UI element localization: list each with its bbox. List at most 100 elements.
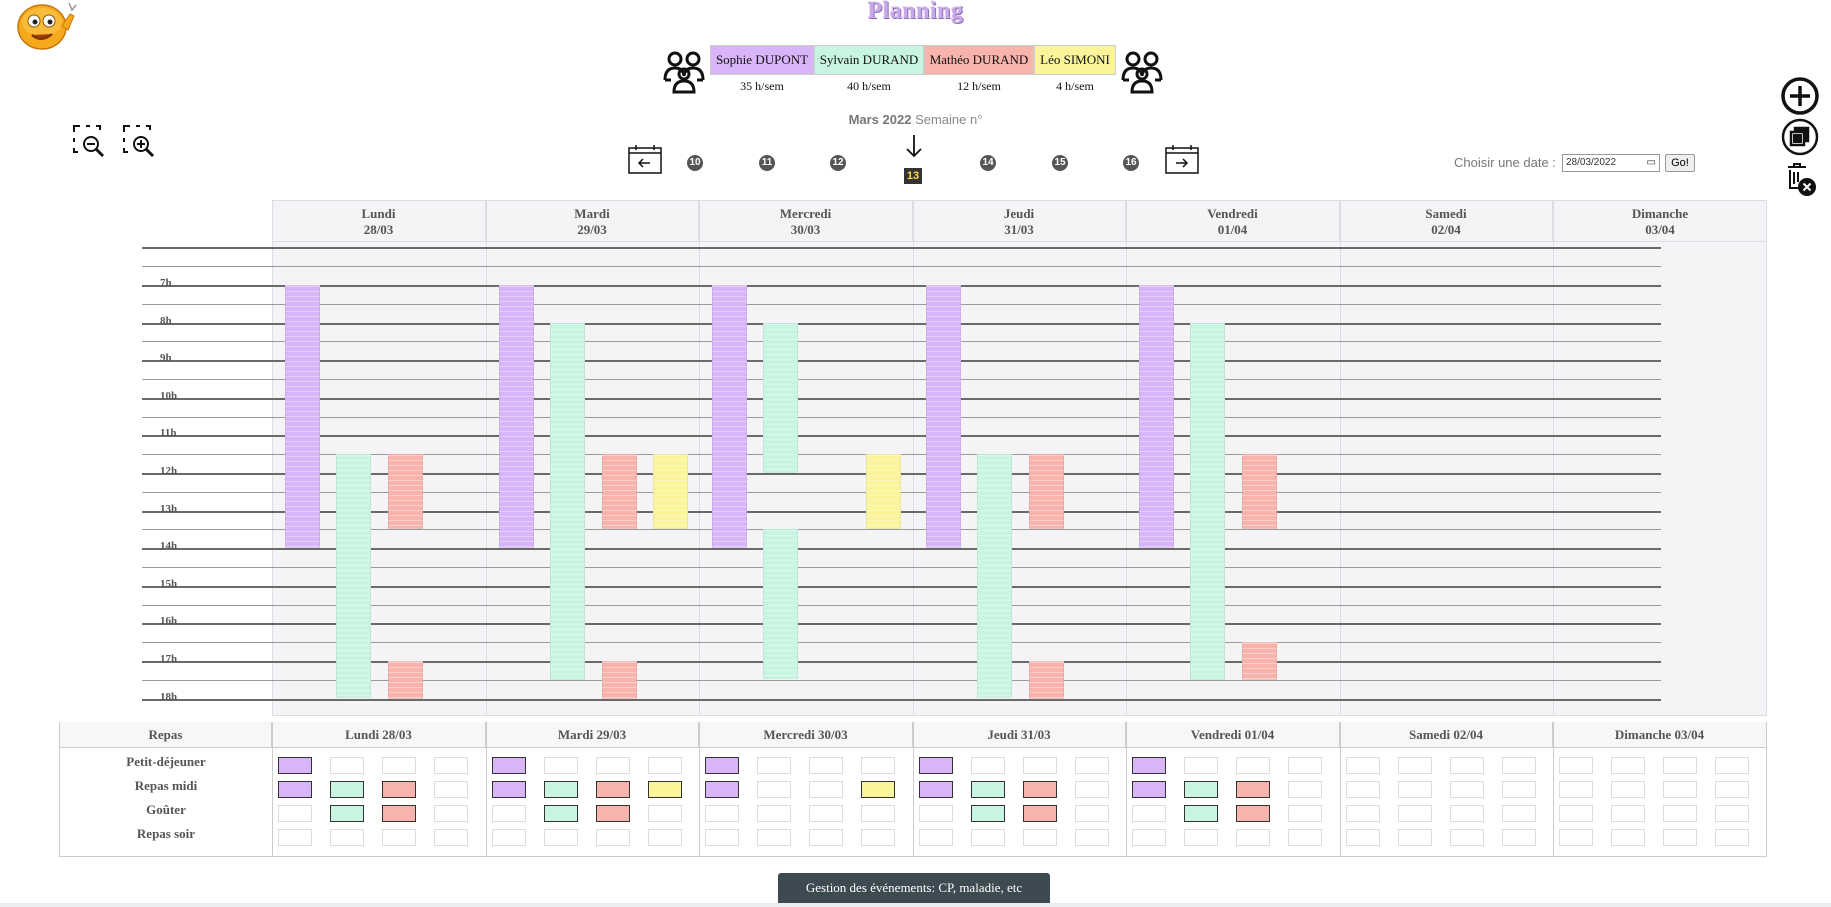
meal-checkbox[interactable] — [544, 829, 578, 846]
calendar-prev-icon[interactable] — [628, 144, 662, 174]
meal-checkbox[interactable] — [1611, 757, 1645, 774]
shift-block[interactable] — [1242, 642, 1277, 680]
meal-checkbox[interactable] — [382, 781, 416, 798]
shift-block[interactable] — [602, 661, 637, 699]
meal-checkbox[interactable] — [971, 829, 1005, 846]
shift-block[interactable] — [763, 529, 798, 679]
meal-checkbox[interactable] — [382, 829, 416, 846]
meal-checkbox[interactable] — [1559, 829, 1593, 846]
meal-checkbox[interactable] — [1184, 781, 1218, 798]
meal-checkbox[interactable] — [1663, 829, 1697, 846]
meal-checkbox[interactable] — [1288, 781, 1322, 798]
shift-block[interactable] — [926, 285, 961, 548]
meal-checkbox[interactable] — [861, 829, 895, 846]
meal-checkbox[interactable] — [919, 805, 953, 822]
meal-checkbox[interactable] — [1132, 757, 1166, 774]
meal-checkbox[interactable] — [1398, 805, 1432, 822]
employee-chip[interactable]: Mathéo DURAND — [924, 45, 1034, 75]
meal-checkbox[interactable] — [544, 757, 578, 774]
meal-checkbox[interactable] — [705, 829, 739, 846]
meal-checkbox[interactable] — [1132, 781, 1166, 798]
meal-checkbox[interactable] — [757, 757, 791, 774]
meal-checkbox[interactable] — [1502, 757, 1536, 774]
meal-checkbox[interactable] — [757, 829, 791, 846]
meal-checkbox[interactable] — [861, 805, 895, 822]
meal-checkbox[interactable] — [809, 757, 843, 774]
meal-checkbox[interactable] — [330, 757, 364, 774]
meal-checkbox[interactable] — [757, 805, 791, 822]
meal-checkbox[interactable] — [1075, 757, 1109, 774]
meal-checkbox[interactable] — [330, 829, 364, 846]
meal-checkbox[interactable] — [1346, 757, 1380, 774]
meal-checkbox[interactable] — [278, 781, 312, 798]
shift-block[interactable] — [602, 454, 637, 529]
calendar-next-icon[interactable] — [1165, 144, 1199, 174]
shift-block[interactable] — [388, 454, 423, 529]
week-number[interactable]: 10 — [687, 155, 703, 171]
meal-checkbox[interactable] — [1559, 781, 1593, 798]
meal-checkbox[interactable] — [1715, 781, 1749, 798]
meal-checkbox[interactable] — [596, 781, 630, 798]
shift-block[interactable] — [1139, 285, 1174, 548]
meal-checkbox[interactable] — [1398, 757, 1432, 774]
meal-checkbox[interactable] — [330, 805, 364, 822]
meal-checkbox[interactable] — [596, 757, 630, 774]
meal-checkbox[interactable] — [648, 829, 682, 846]
meal-checkbox[interactable] — [1184, 829, 1218, 846]
meal-checkbox[interactable] — [1132, 805, 1166, 822]
employee-chip[interactable]: Sylvain DURAND — [814, 45, 924, 75]
shift-block[interactable] — [1029, 661, 1064, 699]
employee-chip[interactable]: Léo SIMONI — [1034, 45, 1116, 75]
week-number[interactable]: 12 — [830, 155, 846, 171]
meal-checkbox[interactable] — [971, 805, 1005, 822]
meal-checkbox[interactable] — [1450, 805, 1484, 822]
meal-checkbox[interactable] — [1236, 805, 1270, 822]
add-circle-icon[interactable] — [1780, 76, 1820, 116]
meal-checkbox[interactable] — [1559, 805, 1593, 822]
copy-icon[interactable] — [1780, 117, 1820, 157]
meal-checkbox[interactable] — [382, 757, 416, 774]
meal-checkbox[interactable] — [492, 829, 526, 846]
meal-checkbox[interactable] — [1075, 829, 1109, 846]
meal-checkbox[interactable] — [330, 781, 364, 798]
meal-checkbox[interactable] — [1132, 829, 1166, 846]
meal-checkbox[interactable] — [1450, 829, 1484, 846]
meal-checkbox[interactable] — [1346, 829, 1380, 846]
meal-checkbox[interactable] — [1023, 757, 1057, 774]
meal-checkbox[interactable] — [278, 829, 312, 846]
meal-checkbox[interactable] — [1398, 781, 1432, 798]
meal-checkbox[interactable] — [1663, 781, 1697, 798]
meal-checkbox[interactable] — [1236, 757, 1270, 774]
meal-checkbox[interactable] — [1184, 757, 1218, 774]
meal-checkbox[interactable] — [1611, 781, 1645, 798]
meal-checkbox[interactable] — [382, 805, 416, 822]
meal-checkbox[interactable] — [705, 805, 739, 822]
zoom-in-icon[interactable] — [122, 124, 156, 158]
meal-checkbox[interactable] — [492, 757, 526, 774]
meal-checkbox[interactable] — [544, 781, 578, 798]
meal-checkbox[interactable] — [1611, 805, 1645, 822]
meal-checkbox[interactable] — [278, 757, 312, 774]
meal-checkbox[interactable] — [1715, 805, 1749, 822]
shift-block[interactable] — [1242, 454, 1277, 529]
meal-checkbox[interactable] — [1715, 757, 1749, 774]
week-number[interactable]: 16 — [1123, 155, 1139, 171]
shift-block[interactable] — [1190, 323, 1225, 680]
meal-checkbox[interactable] — [434, 781, 468, 798]
meal-checkbox[interactable] — [705, 781, 739, 798]
meal-checkbox[interactable] — [648, 781, 682, 798]
shift-block[interactable] — [550, 323, 585, 680]
meal-checkbox[interactable] — [492, 805, 526, 822]
meal-checkbox[interactable] — [1663, 805, 1697, 822]
week-number[interactable]: 11 — [759, 155, 775, 171]
meal-checkbox[interactable] — [1450, 757, 1484, 774]
meal-checkbox[interactable] — [1288, 805, 1322, 822]
date-input[interactable]: 28/03/2022 ▭ — [1562, 154, 1660, 172]
meal-checkbox[interactable] — [278, 805, 312, 822]
meal-checkbox[interactable] — [1023, 781, 1057, 798]
current-week-number[interactable]: 13 — [904, 168, 922, 184]
meal-checkbox[interactable] — [971, 757, 1005, 774]
meal-checkbox[interactable] — [596, 829, 630, 846]
employee-chip[interactable]: Sophie DUPONT — [710, 45, 814, 75]
meal-checkbox[interactable] — [1502, 829, 1536, 846]
